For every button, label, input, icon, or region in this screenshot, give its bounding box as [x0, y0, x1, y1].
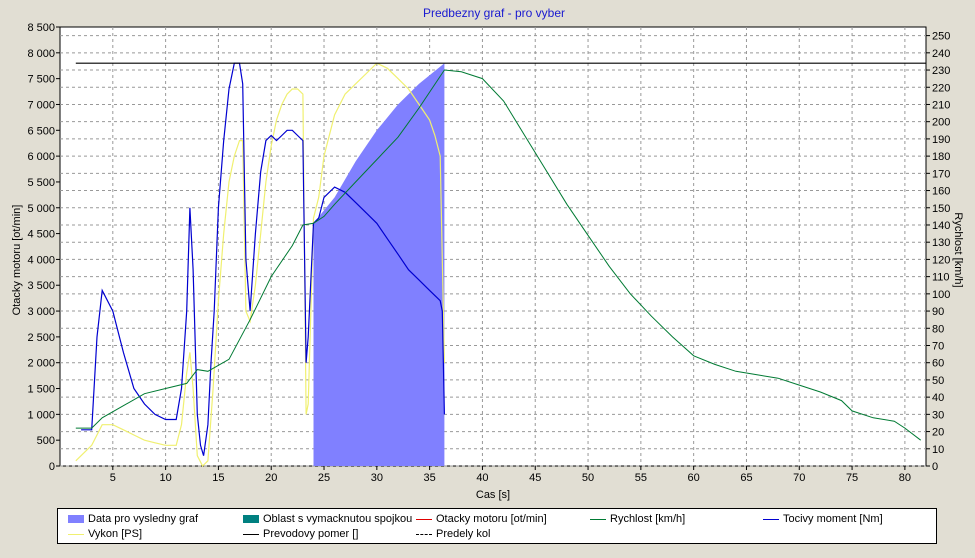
legend-swatch-clutch	[243, 515, 259, 523]
legend-item-rpm: Otacky motoru [ot/min]	[416, 511, 547, 527]
legend-item-torque: Tocivy moment [Nm]	[763, 511, 883, 527]
legend-label-torque: Tocivy moment [Nm]	[783, 513, 883, 525]
legend-item-divider: Predely kol	[416, 526, 490, 542]
legend-item-data: Data pro vysledny graf	[68, 511, 198, 527]
y-tick-label: 8 000	[27, 48, 55, 60]
series-area-data	[313, 63, 445, 466]
series-line-speed	[75, 69, 922, 441]
legend-swatch-divider	[416, 533, 432, 535]
y2-tick-label: 190	[932, 134, 950, 146]
y-axis-title: Otacky motoru [ot/min]	[11, 205, 23, 316]
chart-title: Predbezny graf - pro vyber	[423, 6, 565, 20]
legend-label-speed: Rychlost [km/h]	[610, 513, 686, 525]
plot-background	[59, 26, 927, 467]
y-tick-label: 7 500	[27, 74, 55, 86]
legend-item-ratio: Prevodovy pomer []	[243, 526, 358, 542]
x-tick-label: 50	[582, 472, 594, 484]
legend-item-speed: Rychlost [km/h]	[590, 511, 685, 527]
legend-swatch-ratio	[243, 533, 259, 535]
y2-tick-label: 200	[932, 117, 950, 129]
y-tick-label: 4 000	[27, 254, 55, 266]
x-tick-label: 70	[793, 472, 805, 484]
x-tick-label: 75	[846, 472, 858, 484]
y2-axis-title: Rychlost [km/h]	[952, 212, 964, 287]
x-tick-label: 65	[740, 472, 752, 484]
y2-tick-label: 90	[932, 306, 944, 318]
y2-tick-label: 110	[932, 272, 950, 284]
y2-tick-label: 30	[932, 409, 944, 421]
y-tick-label: 5 500	[27, 177, 55, 189]
y-tick-label: 5 000	[27, 203, 55, 215]
y-tick-label: 2 500	[27, 332, 55, 344]
x-tick-label: 40	[476, 472, 488, 484]
legend-label-divider: Predely kol	[436, 528, 491, 540]
y2-tick-label: 210	[932, 99, 950, 111]
y-tick-label: 6 500	[27, 125, 55, 137]
x-tick-label: 10	[159, 472, 171, 484]
y-tick-label: 0	[49, 461, 55, 473]
x-tick-label: 25	[318, 472, 330, 484]
y-tick-label: 3 000	[27, 306, 55, 318]
y2-tick-label: 220	[932, 82, 950, 94]
series-line-torque	[81, 62, 445, 456]
y-tick-label: 500	[37, 435, 55, 447]
y2-tick-label: 70	[932, 340, 944, 352]
y2-tick-label: 120	[932, 254, 950, 266]
y2-tick-label: 80	[932, 323, 944, 335]
y2-tick-label: 40	[932, 392, 944, 404]
legend-swatch-data	[68, 515, 84, 523]
y-tick-label: 2 000	[27, 358, 55, 370]
y2-tick-label: 150	[932, 203, 950, 215]
legend-label-ratio: Prevodovy pomer []	[263, 528, 359, 540]
y-tick-label: 3 500	[27, 280, 55, 292]
y2-tick-label: 130	[932, 237, 950, 249]
legend-label-data: Data pro vysledny graf	[88, 513, 199, 525]
legend-label-clutch: Oblast s vymacknutou spojkou	[263, 513, 413, 525]
y2-tick-label: 180	[932, 151, 950, 163]
legend-swatch-power	[68, 533, 84, 535]
legend-item-clutch: Oblast s vymacknutou spojkou	[243, 511, 412, 527]
y2-tick-label: 160	[932, 186, 950, 198]
x-tick-label: 20	[265, 472, 277, 484]
y-tick-label: 6 000	[27, 151, 55, 163]
y2-tick-label: 50	[932, 375, 944, 387]
y2-tick-label: 240	[932, 48, 950, 60]
x-tick-label: 55	[635, 472, 647, 484]
y2-tick-label: 20	[932, 427, 944, 439]
x-tick-label: 15	[212, 472, 224, 484]
y2-tick-label: 230	[932, 65, 950, 77]
y2-tick-label: 250	[932, 31, 950, 43]
legend-swatch-speed	[590, 518, 606, 520]
y2-tick-label: 100	[932, 289, 950, 301]
x-tick-label: 5	[110, 472, 116, 484]
legend-swatch-rpm	[416, 518, 432, 520]
y-tick-label: 1 500	[27, 384, 55, 396]
grid	[60, 27, 926, 467]
series-layer	[75, 62, 926, 467]
y-tick-label: 7 000	[27, 99, 55, 111]
x-tick-label: 60	[688, 472, 700, 484]
y2-tick-label: 140	[932, 220, 950, 232]
x-tick-label: 30	[371, 472, 383, 484]
y2-tick-label: 10	[932, 444, 944, 456]
y-tick-label: 1 000	[27, 409, 55, 421]
y2-tick-label: 0	[932, 461, 938, 473]
x-tick-label: 80	[899, 472, 911, 484]
y2-tick-label: 170	[932, 168, 950, 180]
legend-swatch-torque	[763, 518, 779, 520]
x-axis-title: Cas [s]	[476, 489, 510, 501]
y2-tick-label: 60	[932, 358, 944, 370]
y-tick-label: 8 500	[27, 22, 55, 34]
chart-legend: Data pro vysledny graf Oblast s vymacknu…	[57, 508, 937, 544]
x-tick-label: 35	[424, 472, 436, 484]
legend-label-power: Vykon [PS]	[88, 528, 143, 540]
legend-item-power: Vykon [PS]	[68, 526, 142, 542]
x-tick-label: 45	[529, 472, 541, 484]
legend-label-rpm: Otacky motoru [ot/min]	[436, 513, 547, 525]
y-tick-label: 4 500	[27, 229, 55, 241]
